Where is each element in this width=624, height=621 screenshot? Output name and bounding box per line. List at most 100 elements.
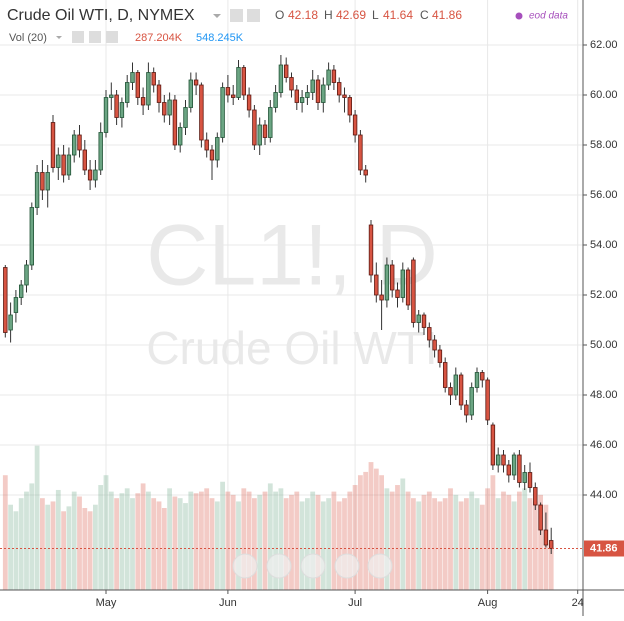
candle-body	[384, 264, 390, 301]
volume-bar	[98, 485, 104, 590]
volume-bar	[87, 511, 93, 590]
candle-layer	[3, 55, 554, 554]
volume-dropdown[interactable]	[56, 36, 62, 39]
y-tick-label: 56.00	[590, 189, 618, 201]
candle-body	[98, 132, 103, 171]
x-tick-label: Jun	[219, 597, 237, 609]
volume-bar	[209, 498, 215, 590]
volume-bar	[506, 494, 512, 590]
y-tick-label: 46.00	[590, 439, 618, 451]
reset-button[interactable]	[300, 553, 326, 579]
scroll-left-button[interactable]	[232, 553, 258, 579]
volume-bar	[437, 501, 443, 590]
candle-body	[538, 504, 543, 531]
volume-bar	[220, 481, 226, 590]
candle-body	[543, 529, 549, 546]
volume-settings[interactable]	[72, 31, 84, 43]
candle-body	[305, 92, 310, 98]
candle-body	[548, 540, 554, 549]
volume-bar	[114, 498, 120, 590]
candle-body	[209, 149, 215, 161]
candle-body	[188, 79, 194, 108]
volume-bar	[400, 478, 406, 590]
candle-body	[490, 424, 496, 466]
candle-body	[13, 297, 19, 313]
volume-bar	[145, 491, 151, 590]
volume-bar	[320, 501, 326, 590]
symbol-title: Crude Oil WTI, D, NYMEX	[7, 7, 195, 24]
x-tick-label: Jul	[348, 597, 362, 609]
volume-bar	[55, 489, 61, 590]
candle-body	[24, 264, 29, 286]
candle-body	[527, 472, 533, 488]
candle-body	[336, 82, 342, 96]
volume-bar	[342, 498, 347, 590]
candle-body	[389, 264, 395, 291]
candle-body	[124, 82, 130, 103]
zoom-in-button[interactable]	[334, 553, 360, 579]
volume-bar	[8, 504, 14, 590]
candle-body	[140, 97, 146, 106]
high-value: 42.69	[336, 8, 366, 22]
volume-bar	[177, 498, 183, 590]
candle-body	[3, 267, 8, 333]
volume-bar	[453, 494, 459, 590]
volume-bar	[198, 491, 204, 590]
volume-bar	[299, 501, 305, 590]
volume-bar	[538, 494, 544, 590]
candle-body	[61, 154, 66, 176]
settings-button[interactable]	[230, 9, 243, 22]
zoom-out-button[interactable]	[266, 553, 292, 579]
candle-body	[416, 314, 421, 323]
grid	[0, 0, 583, 590]
y-tick-label: 58.00	[590, 139, 618, 151]
high-label: H	[324, 8, 333, 22]
volume-bar	[511, 501, 517, 590]
x-tick-label: Aug	[478, 597, 498, 609]
candle-body	[50, 122, 56, 168]
volume-close[interactable]	[106, 31, 118, 43]
volume-bar	[479, 504, 485, 590]
candle-body	[289, 77, 294, 91]
volume-bar	[130, 498, 135, 590]
volume-bar	[204, 488, 210, 590]
candle-body	[87, 169, 93, 181]
volume-bar	[34, 445, 40, 590]
volume-bar	[50, 501, 56, 590]
dropdown-icon[interactable]	[213, 14, 221, 18]
volume-bar	[193, 493, 199, 590]
y-tick-label: 54.00	[590, 239, 618, 251]
volume-bar	[474, 498, 480, 590]
candle-body	[273, 92, 278, 108]
candle-body	[427, 327, 432, 341]
candle-body	[442, 362, 448, 388]
hide-button[interactable]	[247, 9, 260, 22]
volume-bar	[183, 503, 188, 590]
volume-bar	[251, 498, 257, 590]
volume-hide[interactable]	[89, 31, 101, 43]
volume-bar	[379, 475, 385, 590]
volume-bar	[384, 488, 390, 590]
candle-body	[252, 109, 257, 146]
scroll-right-button[interactable]	[367, 553, 393, 579]
candle-body	[109, 94, 114, 98]
volume-bar	[442, 498, 448, 590]
candle-body	[310, 79, 315, 93]
x-tick-label: May	[96, 597, 117, 609]
volume-bar	[289, 494, 294, 590]
candle-body	[374, 274, 379, 296]
candle-body	[533, 487, 538, 506]
candle-body	[437, 349, 443, 363]
last-price-box	[584, 540, 624, 557]
volume-bar	[188, 491, 194, 590]
volume-bar	[156, 501, 162, 590]
candle-body	[299, 97, 305, 103]
volume-bar	[29, 483, 35, 590]
volume-bar	[119, 493, 125, 590]
volume-bar	[267, 483, 273, 590]
volume-bar	[257, 494, 263, 590]
candle-body	[400, 269, 406, 298]
candle-body	[432, 339, 437, 351]
volume-bar	[315, 494, 321, 590]
source-dot	[515, 12, 523, 20]
